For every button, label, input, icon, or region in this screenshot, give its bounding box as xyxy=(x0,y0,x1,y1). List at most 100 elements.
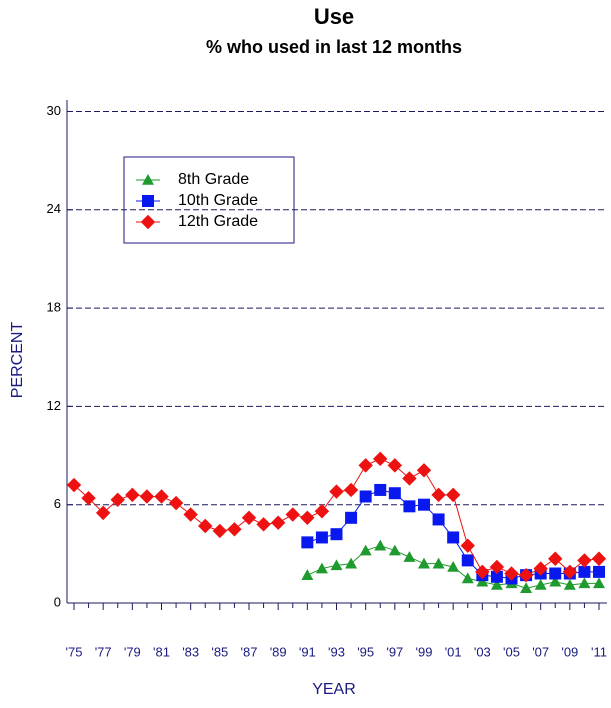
point-marker xyxy=(343,482,359,498)
point-marker xyxy=(489,559,505,575)
point-marker xyxy=(227,522,242,537)
point-marker xyxy=(315,531,328,544)
point-marker xyxy=(95,505,111,521)
point-marker xyxy=(388,544,401,556)
x-tick-label: '89 xyxy=(270,644,287,659)
point-marker xyxy=(300,510,315,526)
legend-label: 8th Grade xyxy=(178,171,249,188)
point-marker xyxy=(330,559,343,571)
point-marker xyxy=(403,551,416,562)
point-marker xyxy=(490,570,503,583)
y-tick-label: 12 xyxy=(47,398,61,413)
x-tick-label: '93 xyxy=(328,644,345,659)
point-marker xyxy=(578,565,591,578)
point-marker xyxy=(315,562,328,574)
point-marker xyxy=(461,572,474,584)
point-marker xyxy=(548,551,563,566)
y-axis-label: PERCENT xyxy=(9,322,26,399)
point-marker xyxy=(329,484,344,499)
point-marker xyxy=(374,539,387,551)
point-marker xyxy=(256,517,271,532)
chart-title: Use xyxy=(314,4,354,29)
point-marker xyxy=(593,577,605,589)
point-marker xyxy=(591,551,607,566)
point-marker xyxy=(432,557,445,569)
point-marker xyxy=(198,518,213,534)
point-marker xyxy=(81,490,96,506)
point-marker xyxy=(314,504,330,519)
point-marker xyxy=(241,510,257,526)
x-tick-label: '77 xyxy=(95,644,112,659)
legend-label: 10th Grade xyxy=(178,192,258,209)
x-tick-label: '07 xyxy=(532,644,549,659)
point-marker xyxy=(154,489,169,504)
y-tick-label: 24 xyxy=(47,201,61,216)
x-tick-label: '01 xyxy=(445,644,462,659)
point-marker xyxy=(549,575,562,587)
point-marker xyxy=(549,567,562,580)
point-marker xyxy=(125,487,140,503)
x-tick-label: '05 xyxy=(503,644,520,659)
point-marker xyxy=(490,578,503,590)
point-marker xyxy=(577,553,592,568)
x-tick-label: '83 xyxy=(182,644,199,659)
point-marker xyxy=(183,507,198,522)
x-tick-label: '85 xyxy=(211,644,228,659)
point-marker xyxy=(562,564,578,580)
y-tick-label: 18 xyxy=(47,300,61,315)
point-marker xyxy=(593,565,605,578)
point-marker xyxy=(388,487,401,500)
point-marker xyxy=(402,471,417,486)
point-marker xyxy=(445,487,461,503)
x-tick-label: '75 xyxy=(66,644,83,659)
point-marker xyxy=(475,564,490,580)
point-marker xyxy=(374,483,387,496)
point-marker xyxy=(110,492,125,507)
point-marker xyxy=(301,569,314,580)
y-tick-label: 0 xyxy=(54,594,61,609)
point-marker xyxy=(431,487,446,503)
x-tick-label: '91 xyxy=(299,644,316,659)
x-tick-label: '95 xyxy=(357,644,374,659)
legend-marker xyxy=(142,174,154,185)
point-marker xyxy=(416,463,432,478)
point-marker xyxy=(330,528,343,541)
x-tick-label: '09 xyxy=(561,644,578,659)
point-marker xyxy=(533,561,548,576)
point-marker xyxy=(345,511,358,524)
x-tick-label: '81 xyxy=(153,644,170,659)
point-marker xyxy=(447,560,460,572)
x-axis-label: YEAR xyxy=(312,681,356,698)
point-marker xyxy=(518,567,534,583)
x-tick-label: '87 xyxy=(241,644,258,659)
point-marker xyxy=(358,458,373,473)
legend-marker xyxy=(140,214,156,230)
point-marker xyxy=(168,495,184,511)
point-marker xyxy=(66,477,82,493)
series-line xyxy=(73,458,600,576)
chart-subtitle: % who used in last 12 months xyxy=(206,37,462,57)
point-marker xyxy=(563,578,576,590)
point-marker xyxy=(461,554,474,567)
point-marker xyxy=(578,577,591,589)
y-tick-label: 6 xyxy=(54,496,61,511)
x-tick-label: '99 xyxy=(416,644,433,659)
point-marker xyxy=(504,566,519,581)
point-marker xyxy=(534,578,547,590)
point-marker xyxy=(359,490,372,503)
point-marker xyxy=(447,531,460,544)
legend-marker xyxy=(142,195,154,207)
point-marker xyxy=(285,507,300,522)
point-marker xyxy=(418,557,430,569)
point-marker xyxy=(403,500,416,513)
point-marker xyxy=(387,458,403,473)
x-tick-label: '03 xyxy=(474,644,491,659)
x-tick-label: '79 xyxy=(124,644,141,659)
point-marker xyxy=(301,536,314,549)
point-marker xyxy=(345,557,358,569)
point-marker xyxy=(139,489,155,504)
point-marker xyxy=(212,523,228,539)
point-marker xyxy=(373,451,388,467)
y-tick-label: 30 xyxy=(47,103,61,118)
